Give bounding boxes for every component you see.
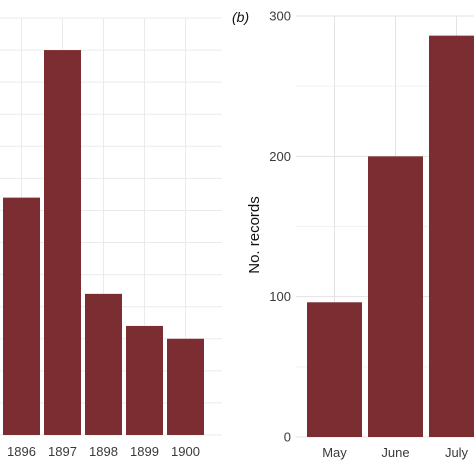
panel-a-x-tick-label: 1900 bbox=[171, 444, 200, 459]
panel-a-x-tick-label: 1898 bbox=[89, 444, 118, 459]
panel-a-bar-1898 bbox=[85, 293, 122, 435]
panel-b-bar-june bbox=[368, 156, 423, 438]
panel-b-x-tick-label: May bbox=[322, 445, 347, 460]
panel-a-x-tick-label: 1899 bbox=[130, 444, 159, 459]
panel-b-y-tick-label: 300 bbox=[269, 9, 291, 24]
panel-a-x-tick-label: 1897 bbox=[48, 444, 77, 459]
panel-a-chart: 189518961897189818991900 bbox=[0, 17, 222, 459]
panel-a-bar-1899 bbox=[126, 325, 163, 435]
panel-a-bar-1896 bbox=[3, 197, 40, 435]
panel-b-x-tick-label: June bbox=[381, 445, 409, 460]
panel-b-x-tick-label: July bbox=[445, 445, 469, 460]
panel-a-bar-1897 bbox=[44, 50, 81, 435]
panel-b-y-tick-label: 200 bbox=[269, 149, 291, 164]
panel-a-x-tick-label: 1896 bbox=[7, 444, 36, 459]
panel-b-label: (b) bbox=[232, 9, 249, 25]
panel-b-y-axis-title: No. records bbox=[246, 196, 263, 274]
panel-b-y-tick-label: 0 bbox=[284, 430, 291, 445]
panel-b-bar-may bbox=[307, 302, 362, 437]
panel-b-chart: 0 100 200 300 May June July bbox=[269, 9, 474, 460]
panel-b-y-tick-label: 100 bbox=[269, 289, 291, 304]
panel-b-bar-july bbox=[429, 35, 474, 437]
panel-a-bar-1900 bbox=[167, 338, 204, 435]
